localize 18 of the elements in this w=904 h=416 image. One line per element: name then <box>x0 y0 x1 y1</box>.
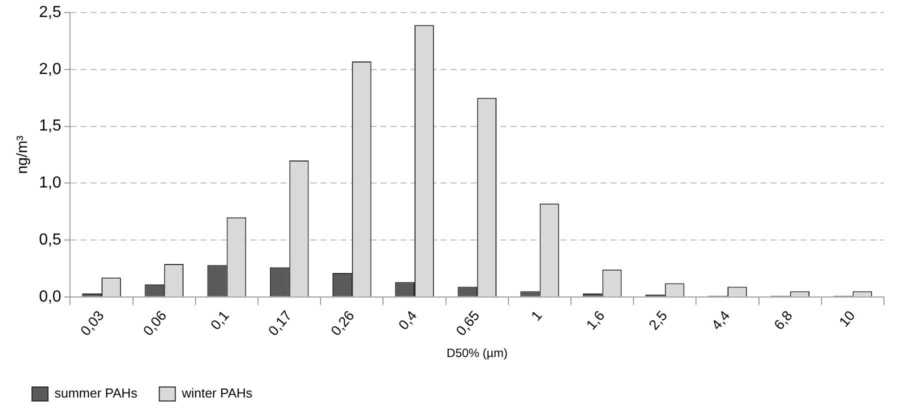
x-tick-label: 6,8 <box>770 307 796 333</box>
y-tick-label: 0,5 <box>38 231 62 248</box>
x-tick-label: 0,4 <box>395 307 420 333</box>
x-tick-label: 10 <box>836 307 858 330</box>
x-tick-label: 1 <box>528 307 546 324</box>
x-tick-label: 2,5 <box>645 307 670 333</box>
y-tick-label: 2,0 <box>38 60 62 78</box>
x-axis-title: D50% (µm) <box>446 346 508 360</box>
y-tick-label: 1,0 <box>38 174 62 192</box>
legend-label: summer PAHs <box>54 386 138 401</box>
y-tick-label: 1,5 <box>38 118 62 135</box>
y-axis-title: ng/m³ <box>14 136 32 174</box>
x-tick-label: 4,4 <box>708 307 733 333</box>
x-tick-label: 0,1 <box>207 307 232 333</box>
legend-label: winter PAHs <box>180 386 253 401</box>
y-tick-label: 0,0 <box>38 288 62 306</box>
y-tick-label: 2,5 <box>38 4 62 22</box>
x-tick-label: 1,6 <box>582 307 608 333</box>
